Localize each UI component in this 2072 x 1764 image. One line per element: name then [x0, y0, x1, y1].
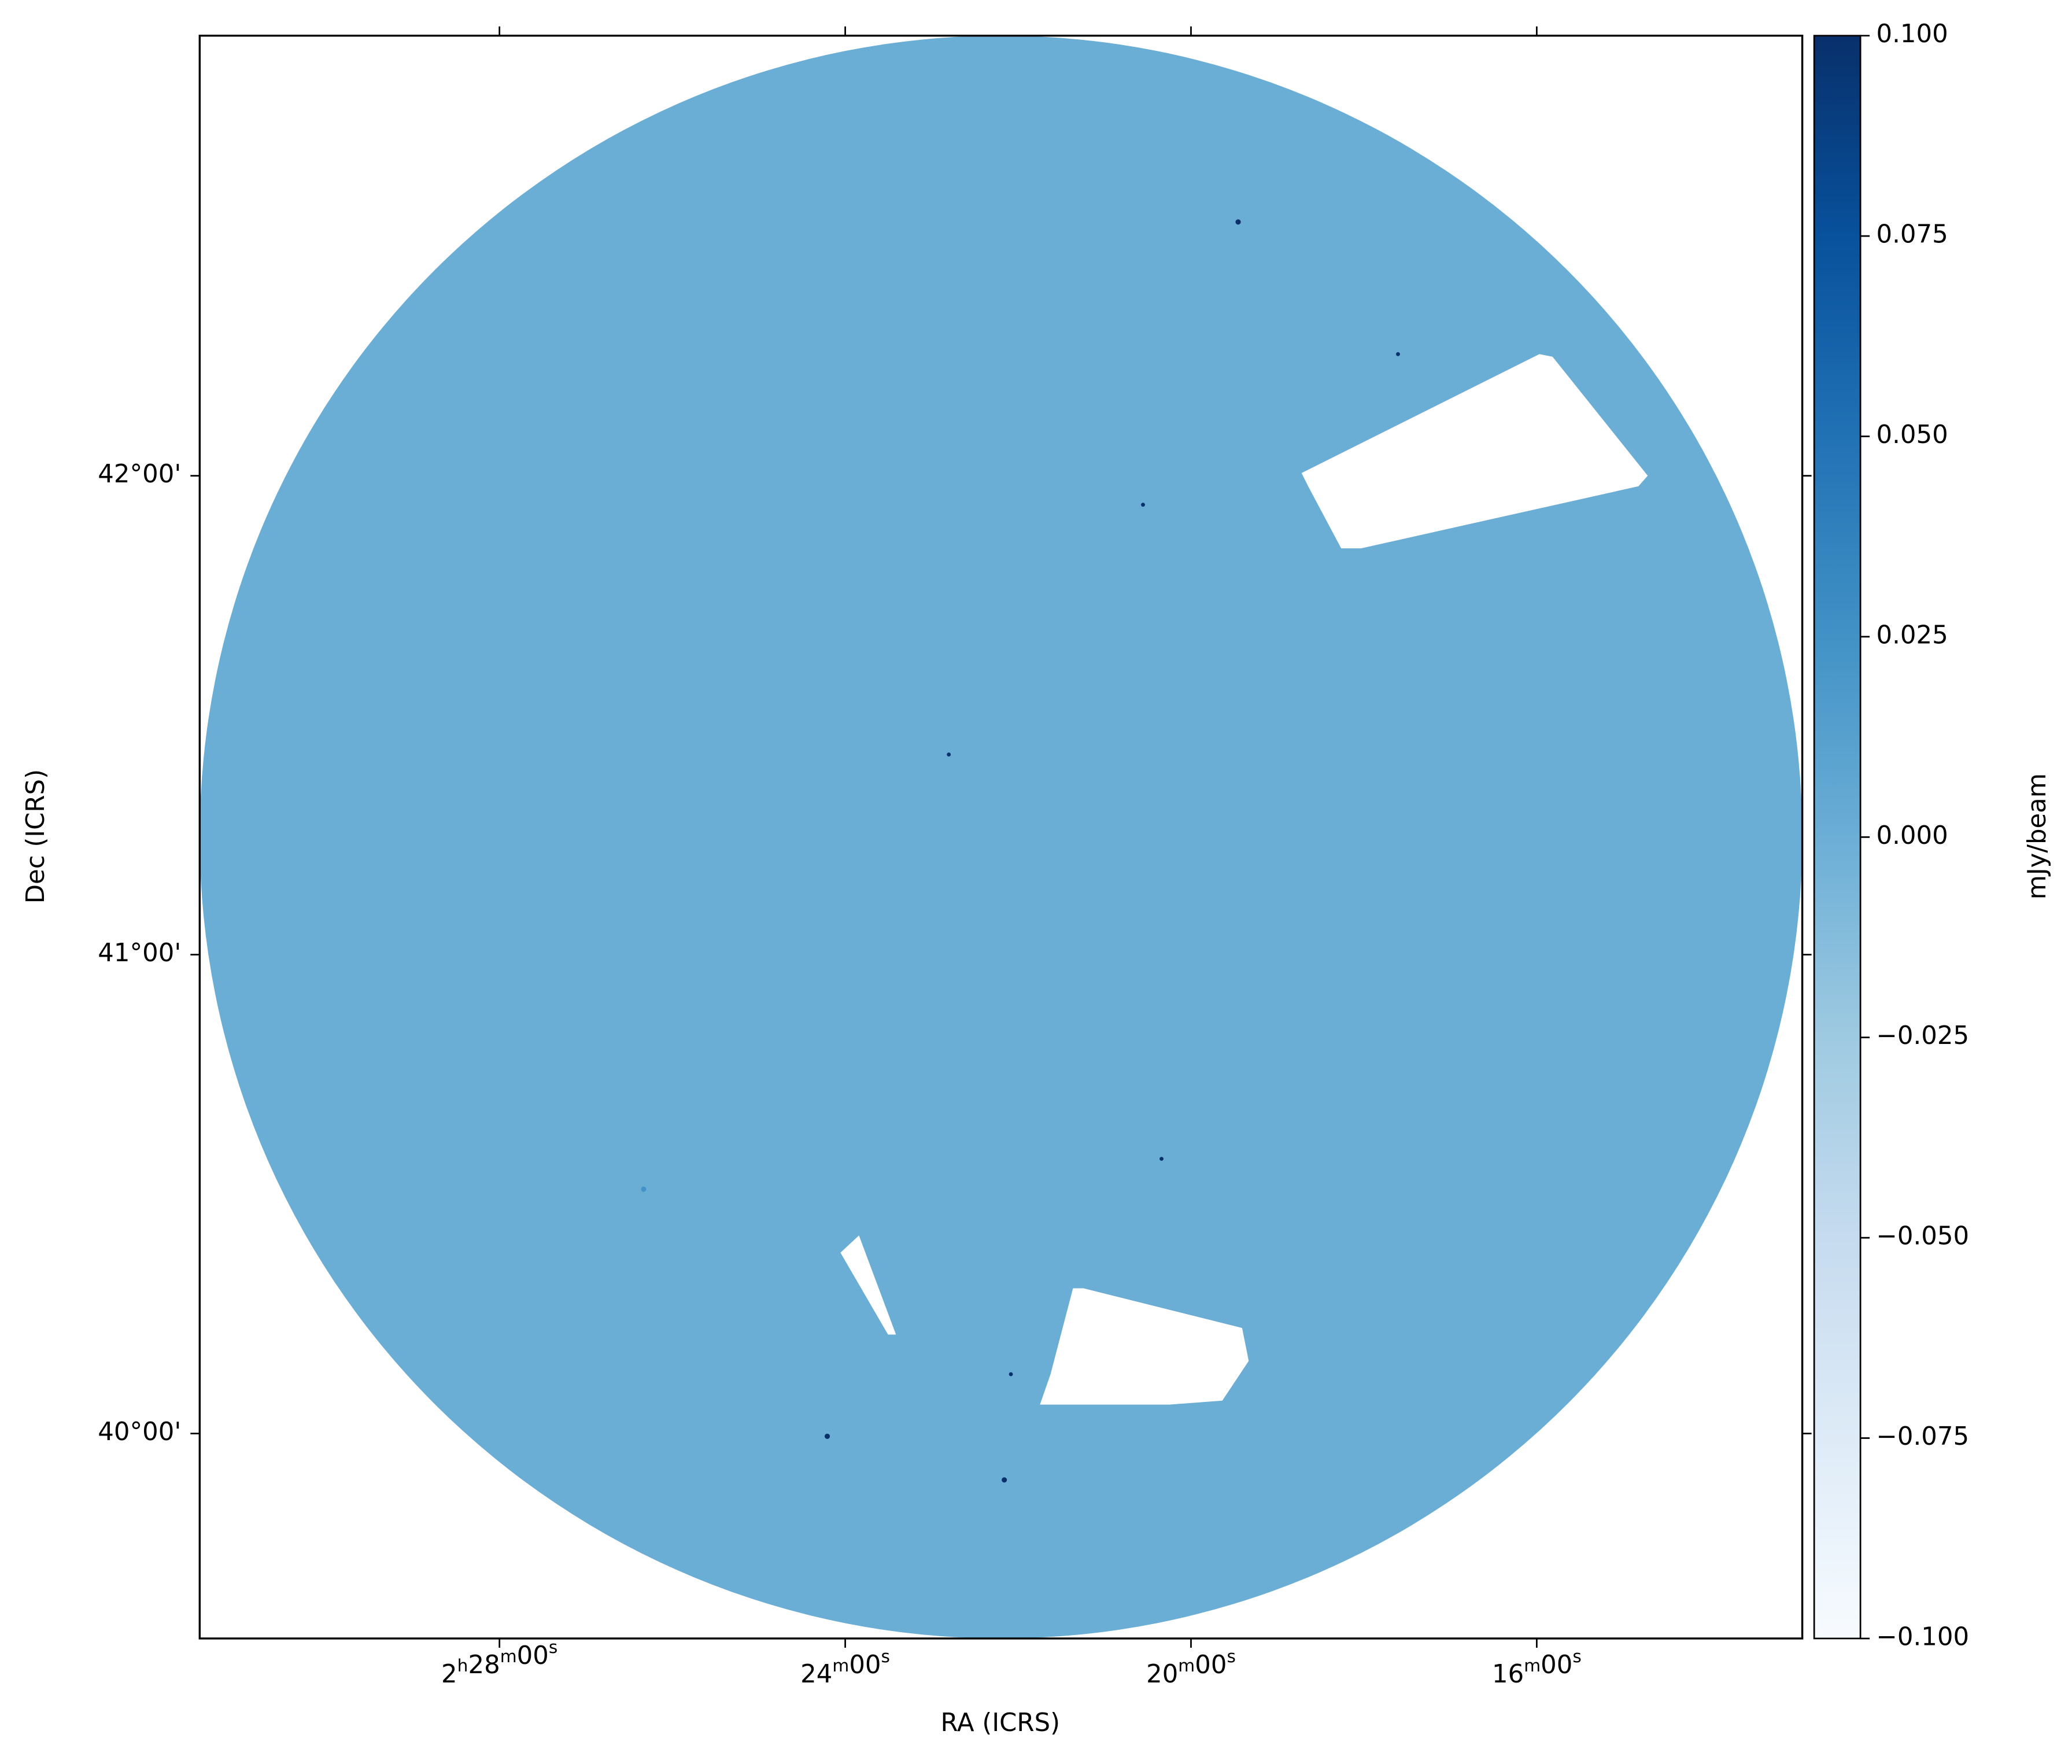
y-tick-label: 40°00' [98, 1418, 181, 1446]
x-tick-label-sup: m [1178, 1655, 1195, 1676]
colorbar-tick-label: −0.050 [1877, 1222, 1970, 1251]
x-tick-label: 24m00s [800, 1646, 890, 1688]
image-field [200, 35, 1803, 1638]
x-tick-label-sup: m [832, 1655, 849, 1676]
axes-frame [198, 34, 1804, 1640]
colorbar [1813, 35, 1862, 1640]
x-axis-label: RA (ICRS) [941, 1708, 1061, 1737]
x-tick-label-sup: h [457, 1655, 468, 1676]
colorbar-tick-label: 0.025 [1877, 621, 1948, 649]
x-tick-label: 2h28m00s [441, 1637, 557, 1688]
x-tick-label: 16m00s [1492, 1646, 1582, 1688]
colorbar-tick-label: 0.100 [1877, 20, 1948, 49]
x-tick-label-part: 00 [1541, 1650, 1572, 1679]
colorbar-tick-label: −0.075 [1877, 1422, 1970, 1451]
x-tick-label-part: 00 [1195, 1650, 1227, 1679]
x-tick-label-part: 28 [468, 1650, 500, 1679]
x-tick-label-sup: m [1524, 1655, 1541, 1676]
x-tick-label-part: 2 [441, 1659, 457, 1688]
x-tick-label-part: 00 [517, 1641, 549, 1670]
y-tick-label: 42°00' [98, 460, 181, 489]
x-tick-label-part: 00 [849, 1650, 881, 1679]
sources [641, 219, 1400, 1483]
colorbar-tick-label: −0.025 [1877, 1021, 1970, 1050]
y-axis-label: Dec (ICRS) [21, 769, 50, 903]
y-tick-label: 41°00' [98, 939, 181, 968]
x-tick-label-part: 16 [1492, 1659, 1524, 1688]
colorbar-tick-label: −0.100 [1877, 1622, 1970, 1651]
x-tick-label: 20m00s [1146, 1646, 1236, 1688]
x-tick-label-part: 20 [1146, 1659, 1178, 1688]
x-tick-label-sup: s [1227, 1646, 1235, 1666]
colorbar-tick-label: 0.000 [1877, 821, 1948, 850]
x-tick-label-sup: s [1572, 1646, 1581, 1666]
colorbar-tick-label: 0.050 [1877, 420, 1948, 449]
x-tick-label-sup: m [500, 1646, 517, 1666]
colorbar-label: mJy/beam [2023, 773, 2052, 899]
x-tick-label-sup: s [881, 1646, 890, 1666]
masked-regions [840, 354, 1648, 1405]
x-tick-label-sup: s [549, 1637, 557, 1657]
colorbar-tick-label: 0.075 [1877, 220, 1948, 249]
x-tick-label-part: 24 [800, 1659, 832, 1688]
